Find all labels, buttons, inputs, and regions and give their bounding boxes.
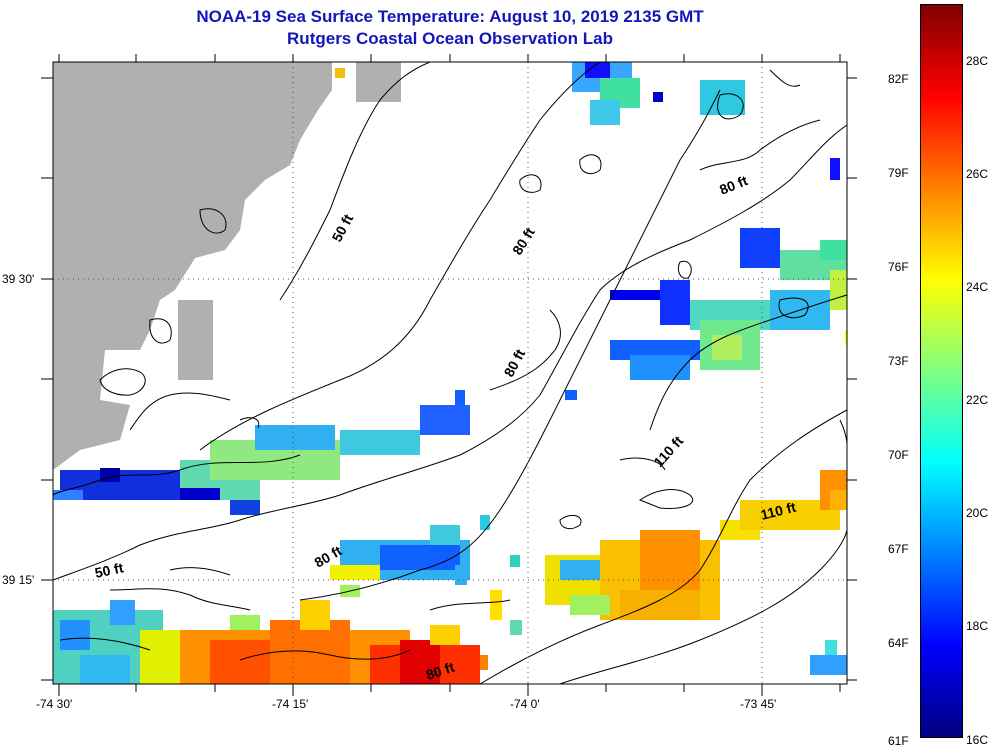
x-tick-label: -74 30'	[36, 697, 73, 711]
colorbar-f-label: 76F	[888, 260, 909, 274]
colorbar-f-label: 82F	[888, 72, 909, 86]
bathymetry-contours	[53, 62, 847, 684]
colorbar	[920, 4, 963, 738]
graticule	[53, 62, 847, 684]
contour-label: 50 ft	[329, 211, 357, 244]
contour-label: 80 ft	[509, 224, 538, 257]
sst-pixels-south	[53, 600, 488, 684]
colorbar-f-label: 67F	[888, 542, 909, 556]
colorbar-c-label: 26C	[966, 167, 989, 181]
contour-label: 80 ft	[717, 172, 750, 198]
colorbar-f-label: 79F	[888, 166, 909, 180]
colorbar-f-label: 61F	[888, 734, 909, 748]
contour-label: 50 ft	[93, 559, 125, 581]
x-tick-label: -73 45'	[740, 697, 777, 711]
axis-ticks	[41, 54, 857, 696]
colorbar-f-label: 64F	[888, 636, 909, 650]
sst-pixels-middle	[53, 390, 577, 567]
y-tick-label: 39 15'	[2, 573, 35, 587]
colorbar-c-label: 28C	[966, 54, 989, 68]
colorbar-c-label: 22C	[966, 393, 989, 407]
colorbar-c-label: 16C	[966, 733, 989, 747]
contour-label: 110 ft	[650, 432, 686, 470]
sst-pixels-southeast	[545, 470, 847, 675]
sst-pixels-north	[335, 62, 840, 180]
sst-pixels-east	[610, 228, 847, 380]
land-patch	[356, 62, 401, 102]
map-title: NOAA-19 Sea Surface Temperature: August …	[196, 7, 704, 26]
colorbar-f-label: 70F	[888, 448, 909, 462]
colorbar-c-label: 20C	[966, 506, 989, 520]
colorbar-c-label: 18C	[966, 619, 989, 633]
land-patch	[178, 300, 213, 380]
contour-label: 80 ft	[501, 346, 529, 379]
map-subtitle: Rutgers Coastal Ocean Observation Lab	[287, 29, 613, 48]
colorbar-f-label: 73F	[888, 354, 909, 368]
land-mass	[53, 62, 332, 470]
y-tick-label: 39 30'	[2, 272, 35, 286]
colorbar-c-label: 24C	[966, 280, 989, 294]
x-tick-label: -74 0'	[510, 697, 540, 711]
x-tick-label: -74 15'	[272, 697, 309, 711]
